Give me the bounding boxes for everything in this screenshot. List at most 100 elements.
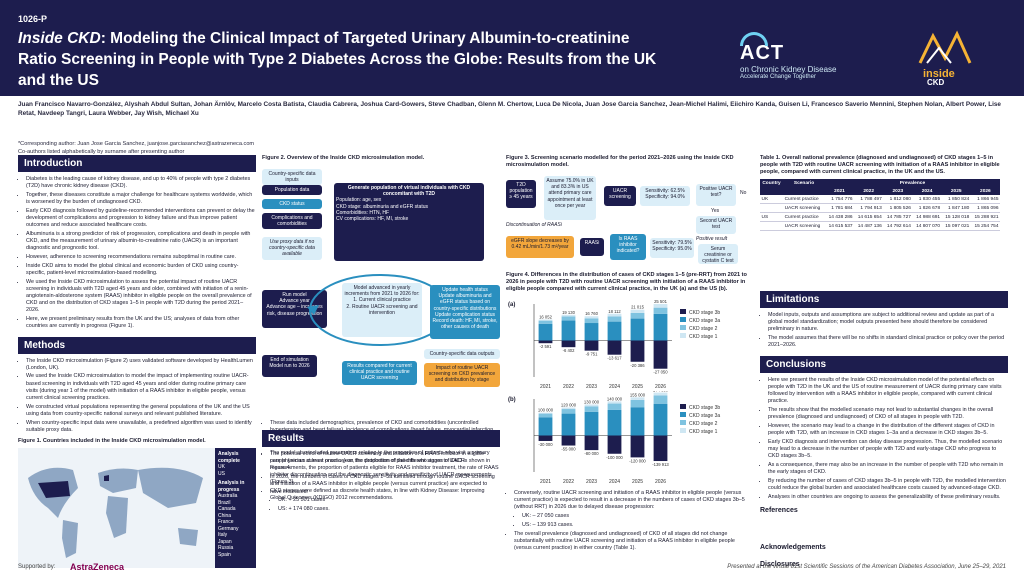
data-label: -20 386 xyxy=(630,363,645,368)
bar-segment xyxy=(630,399,645,408)
table-cell: 1 847 180 xyxy=(941,203,971,213)
data-label: -6 402 xyxy=(563,348,576,353)
inputs-label: Country-specific data inputs xyxy=(262,169,322,186)
data-label: 18 112 xyxy=(608,309,621,314)
act-arc-icon xyxy=(740,32,768,46)
act-logo: ACT on Chronic Kidney Disease Accelerate… xyxy=(740,32,890,80)
world-map: Analysis complete UK US Analysis in prog… xyxy=(18,448,256,569)
bar-segment xyxy=(584,411,599,436)
table-row: UACR screening 14 615 537 14 487 136 14 792… xyxy=(760,221,1000,231)
x-tick-label: 2023 xyxy=(586,384,597,390)
bar-segment xyxy=(538,435,553,441)
title-rest: : Modeling the Clinical Impact of Target… xyxy=(18,30,657,89)
disclosures-heading: Disclosures xyxy=(760,560,800,568)
conclusions-bullet: Early CKD diagnosis and intervention can… xyxy=(768,439,1008,461)
fig4-bullet: UK: – 27 050 cases xyxy=(522,513,752,520)
x-tick-label: 2026 xyxy=(655,479,666,485)
yes-label: Yes xyxy=(711,208,720,214)
data-label: -13 617 xyxy=(607,356,622,361)
results-heading: Results xyxy=(262,430,500,447)
legend-swatch xyxy=(680,420,686,425)
map-legend: Analysis complete UK US Analysis in prog… xyxy=(215,448,256,569)
progress-country: Canada xyxy=(218,506,236,513)
inside-ckd-logo: inside CKD xyxy=(915,28,975,88)
table-cell xyxy=(760,221,784,231)
conclusions-heading: Conclusions xyxy=(760,355,1008,373)
table-cell: UACR screening xyxy=(783,221,825,231)
legend-label: CKD stage 3a xyxy=(689,318,720,324)
table-cell: UK xyxy=(760,195,784,204)
bar-segment xyxy=(538,320,553,324)
table-cell: Current practice xyxy=(783,212,825,222)
header-banner: 1026-P Inside CKD: Modeling the Clinical… xyxy=(0,0,1024,96)
data-label: 130 000 xyxy=(584,399,600,404)
limitations-bullet: Model inputs, outputs and assumptions ar… xyxy=(768,312,1008,334)
bar-segment xyxy=(653,307,668,314)
progress-country: Spain xyxy=(218,551,231,558)
fig4-notes: Conversely, routine UACR screening and i… xyxy=(506,490,752,552)
bar-segment xyxy=(561,413,576,436)
positive-result-label: Positive result xyxy=(696,236,728,242)
bar-segment xyxy=(607,340,622,355)
bar-segment xyxy=(561,407,576,410)
raasi-indicated: Is RAAS inhibitor indicated? xyxy=(610,234,646,260)
limitations-heading: Limitations xyxy=(760,291,1008,308)
table-cell: 14 487 136 xyxy=(854,221,884,231)
th-year: 2022 xyxy=(854,187,884,195)
data-label: -80 000 xyxy=(584,451,599,456)
table-cell: Current practice xyxy=(783,195,825,204)
act-logo-tag: Accelerate Change Together xyxy=(740,74,816,80)
corresponding-note: *Corresponding author: Juan Jose Garcia … xyxy=(18,141,255,147)
th-year: 2021 xyxy=(824,187,855,195)
impact-box: Impact of routine UACR screening on CKD … xyxy=(424,363,500,387)
th-year: 2023 xyxy=(883,187,913,195)
x-tick-label: 2025 xyxy=(632,479,643,485)
progress-country: Brazil xyxy=(218,499,231,506)
bar-segment xyxy=(607,435,622,454)
data-label: -55 000 xyxy=(561,447,576,452)
table-row: US Current practice 14 438 286 14 615 654 14… xyxy=(760,212,1000,222)
data-label: -27 050 xyxy=(653,370,668,375)
figure-4-title: Figure 4. Differences in the distributio… xyxy=(506,272,747,292)
egfr-box: eGFR slope decreases by 0.42 mL/min/1.73… xyxy=(506,236,574,258)
table-cell: 1 865 096 xyxy=(970,203,1000,213)
legend-label: CKD stage 3b xyxy=(689,405,720,411)
bar-segment xyxy=(630,312,645,319)
progress-country: Italy xyxy=(218,532,228,539)
table-cell: 14 615 537 xyxy=(824,221,855,231)
bar-segment xyxy=(607,403,622,410)
methods-bullet: When country-specific input data were un… xyxy=(26,420,256,434)
bar-segment xyxy=(538,412,553,414)
x-tick-label: 2025 xyxy=(632,384,643,390)
data-label: 140 000 xyxy=(607,396,623,401)
x-tick-label: 2022 xyxy=(563,479,574,485)
th-year: 2024 xyxy=(912,187,942,195)
legend-label: CKD stage 2 xyxy=(689,421,718,427)
conclusions-bullet: By reducing the number of cases of CKD s… xyxy=(768,478,1008,492)
data-label: 100 000 xyxy=(538,408,554,413)
limitations-list: Model inputs, outputs and assumptions ar… xyxy=(760,312,1008,350)
results-list: The potential effect of routine UACR scr… xyxy=(262,451,500,513)
results-bullet: UK: + 25 501 cases xyxy=(278,497,500,504)
x-tick-label: 2022 xyxy=(563,384,574,390)
progress-country: France xyxy=(218,519,234,526)
bar-segment xyxy=(607,321,622,341)
bar-segment xyxy=(653,313,668,341)
chart-a: (a) 2021 16 052 -2 591 2022 19 130 -6 402 2023 1… xyxy=(506,296,752,391)
bar-segment xyxy=(538,413,553,418)
table-row: UK Current practice 1 754 776 1 788 497 1 81… xyxy=(760,195,1000,204)
column-4: Table 1. Overall national prevalence (di… xyxy=(760,155,1008,568)
bar-segment xyxy=(584,435,599,451)
logo-ckd: CKD xyxy=(927,78,945,87)
references-heading: References xyxy=(760,506,798,514)
update-health-box: Update health status Update albuminuria … xyxy=(430,285,500,339)
data-label: -139 913 xyxy=(652,462,669,467)
t2d-box: T2D population ≥ 45 years xyxy=(506,180,536,208)
legend-label: CKD stage 2 xyxy=(689,326,718,332)
table-cell: 15 254 754 xyxy=(970,221,1000,231)
legend-swatch xyxy=(680,309,686,314)
th-scenario: Scenario xyxy=(783,179,825,187)
data-label: -9 751 xyxy=(586,352,599,357)
table-cell: 14 785 727 xyxy=(883,212,913,222)
conclusions-bullet: Analyses in other countries are ongoing … xyxy=(768,494,1008,501)
